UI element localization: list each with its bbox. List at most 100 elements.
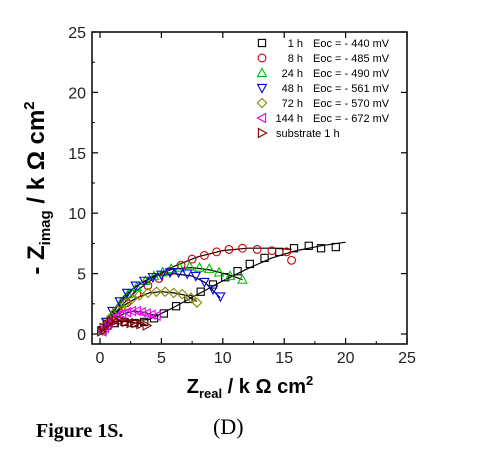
legend-marker	[256, 67, 268, 78]
data-point	[190, 271, 202, 282]
data-point	[130, 281, 141, 292]
data-point	[106, 316, 117, 328]
legend-marker	[257, 53, 267, 63]
data-point	[304, 241, 313, 250]
legend-label: substrate 1 h	[276, 128, 340, 140]
y-tick-label: 0	[77, 327, 86, 344]
x-tick-label: 25	[398, 350, 416, 367]
legend-label: 8 h	[288, 53, 303, 65]
y-tick-label: 25	[68, 25, 86, 42]
x-tick-label: 20	[337, 350, 355, 367]
data-point	[233, 267, 242, 276]
data-point	[212, 247, 222, 257]
figure-caption: Figure 1S.	[36, 420, 124, 442]
data-point	[138, 276, 150, 287]
y-tick-label: 20	[68, 85, 86, 102]
x-axis-title: Zreal / k Ω cm2	[187, 373, 313, 401]
data-point	[199, 251, 209, 260]
data-point	[142, 320, 153, 331]
panel-label: (D)	[213, 414, 244, 439]
legend-marker	[256, 83, 268, 94]
x-tick-label: 10	[214, 350, 232, 367]
data-point	[221, 273, 230, 282]
legend-marker	[257, 38, 267, 48]
fit-curve-1	[100, 247, 292, 332]
axis-ticks: 0 5 10 15 20 25 0 5 10 15 20 25	[68, 25, 416, 367]
legend-marker	[256, 112, 267, 124]
data-point	[208, 280, 218, 289]
data-point	[316, 244, 326, 253]
data-point	[224, 270, 236, 281]
data-point	[331, 242, 340, 252]
impedance-chart: 0 5 10 15 20 25 0 5 10 15 20 25 Zreal / k Ω cm2 - Z…	[21, 25, 416, 401]
data-point	[203, 263, 215, 273]
legend-eoc: Eoc = - 570 mV	[313, 98, 390, 110]
data-point	[215, 292, 226, 303]
data-point	[115, 296, 127, 307]
data-point	[142, 287, 154, 299]
data-point	[213, 266, 225, 277]
data-point	[224, 244, 234, 254]
data-point	[133, 289, 145, 301]
data-point	[126, 305, 137, 317]
data-point	[267, 246, 277, 256]
legend-eoc: Eoc = - 561 mV	[313, 83, 390, 95]
data-point	[116, 315, 127, 327]
legend-eoc: Eoc = - 490 mV	[313, 68, 390, 80]
data-point	[174, 261, 186, 272]
data-point	[121, 316, 132, 328]
data-point	[171, 302, 181, 311]
legend-eoc: Eoc = - 672 mV	[313, 113, 390, 125]
data-point	[147, 273, 159, 283]
legend-label: 1 h	[288, 38, 303, 50]
legend: 1 h Eoc = - 440 mV 8 h Eoc = - 485 mV 24 h Eo…	[256, 38, 390, 140]
data-point	[194, 261, 205, 272]
legend-eoc: Eoc = - 485 mV	[313, 53, 390, 65]
data-point	[111, 304, 123, 316]
data-point	[289, 244, 299, 253]
data-point	[140, 275, 151, 285]
legend-label: 72 h	[282, 98, 303, 110]
x-tick-label: 15	[275, 350, 293, 367]
data-point	[126, 293, 138, 305]
data-point	[159, 286, 171, 298]
data-point	[260, 253, 269, 263]
data-point	[185, 292, 197, 304]
data-point	[168, 287, 180, 299]
data-point	[199, 277, 210, 288]
data-point	[164, 268, 176, 279]
data-point	[111, 315, 122, 327]
x-tick-label: 0	[96, 350, 105, 367]
data-markers	[96, 241, 340, 337]
legend-marker	[256, 97, 268, 109]
data-point	[237, 243, 247, 253]
legend-label: 48 h	[282, 83, 303, 95]
data-point	[245, 259, 254, 269]
data-point	[176, 288, 188, 300]
data-point	[106, 314, 117, 325]
data-point	[191, 297, 203, 308]
y-tick-label: 10	[68, 206, 86, 223]
data-point	[237, 273, 248, 284]
y-tick-label: 15	[68, 146, 86, 163]
legend-label: 144 h	[275, 113, 303, 125]
data-point	[282, 247, 292, 257]
legend-eoc: Eoc = - 440 mV	[313, 38, 390, 50]
data-point	[97, 326, 107, 337]
data-point	[156, 270, 167, 281]
data-point	[136, 319, 147, 330]
data-point	[173, 268, 184, 279]
data-point	[207, 285, 219, 296]
legend-marker	[257, 127, 268, 139]
data-point	[187, 254, 197, 264]
data-point	[287, 255, 297, 265]
data-point	[121, 288, 133, 299]
y-tick-label: 5	[77, 267, 86, 284]
plot-frame	[91, 31, 408, 345]
x-tick-label: 5	[157, 350, 166, 367]
data-point	[196, 287, 205, 296]
data-point	[131, 317, 142, 329]
data-point	[181, 269, 193, 280]
data-point	[126, 317, 137, 329]
data-point	[150, 310, 161, 322]
